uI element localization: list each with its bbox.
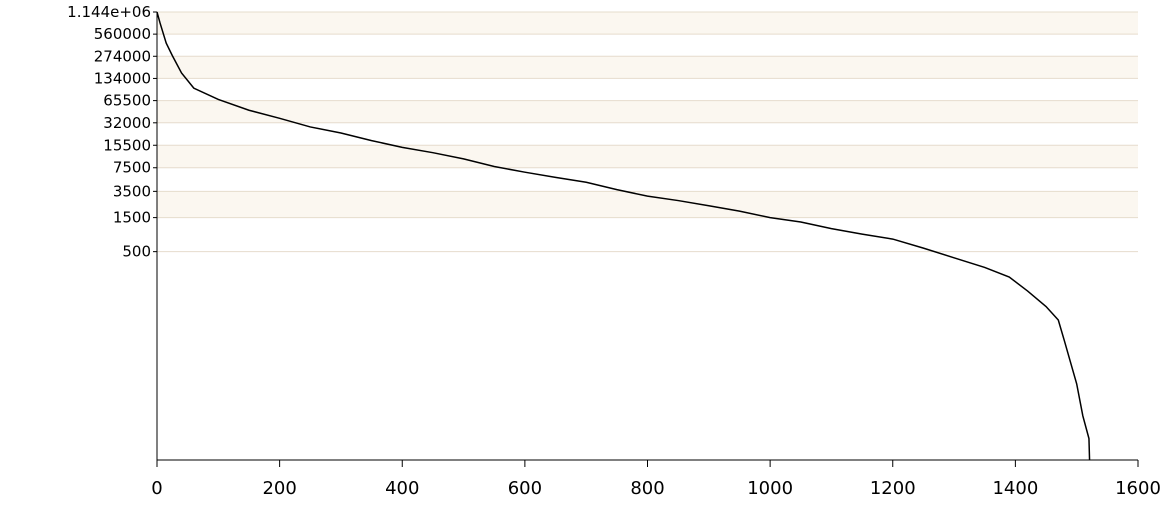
x-tick-label: 0 <box>151 478 162 499</box>
series-line <box>156 11 1091 461</box>
x-tick-label: 600 <box>508 478 542 499</box>
gridlines <box>157 11 1138 253</box>
x-tick-label: 800 <box>630 478 664 499</box>
x-axis-ticks: 0 200 400 600 800 1000 1200 1400 1600 <box>151 460 1161 499</box>
grid-band <box>157 56 1138 79</box>
y-tick-label: 32000 <box>103 114 151 132</box>
y-tick-label: 500 <box>122 243 151 261</box>
background-bands <box>157 12 1138 218</box>
x-tick-label: 1000 <box>747 478 793 499</box>
grid-band <box>157 12 1138 35</box>
y-tick-label: 274000 <box>94 47 151 65</box>
grid-band <box>157 191 1138 218</box>
y-tick-label: 1.144e+06 <box>67 3 151 21</box>
x-tick-label: 1600 <box>1115 478 1161 499</box>
y-axis-ticks: 1.144e+06 560000 274000 134000 65500 32000 155… <box>67 3 157 261</box>
x-tick-label: 1400 <box>992 478 1038 499</box>
y-tick-label: 134000 <box>94 69 151 87</box>
grid-band <box>157 145 1138 168</box>
y-tick-label: 1500 <box>113 209 151 227</box>
y-tick-label: 15500 <box>103 136 151 154</box>
y-tick-label: 7500 <box>113 159 151 177</box>
y-tick-label: 3500 <box>113 182 151 200</box>
y-tick-label: 65500 <box>103 92 151 110</box>
x-tick-label: 400 <box>385 478 419 499</box>
x-tick-label: 200 <box>262 478 296 499</box>
grid-band <box>157 100 1138 123</box>
x-tick-label: 1200 <box>870 478 916 499</box>
y-tick-label: 560000 <box>94 25 151 43</box>
